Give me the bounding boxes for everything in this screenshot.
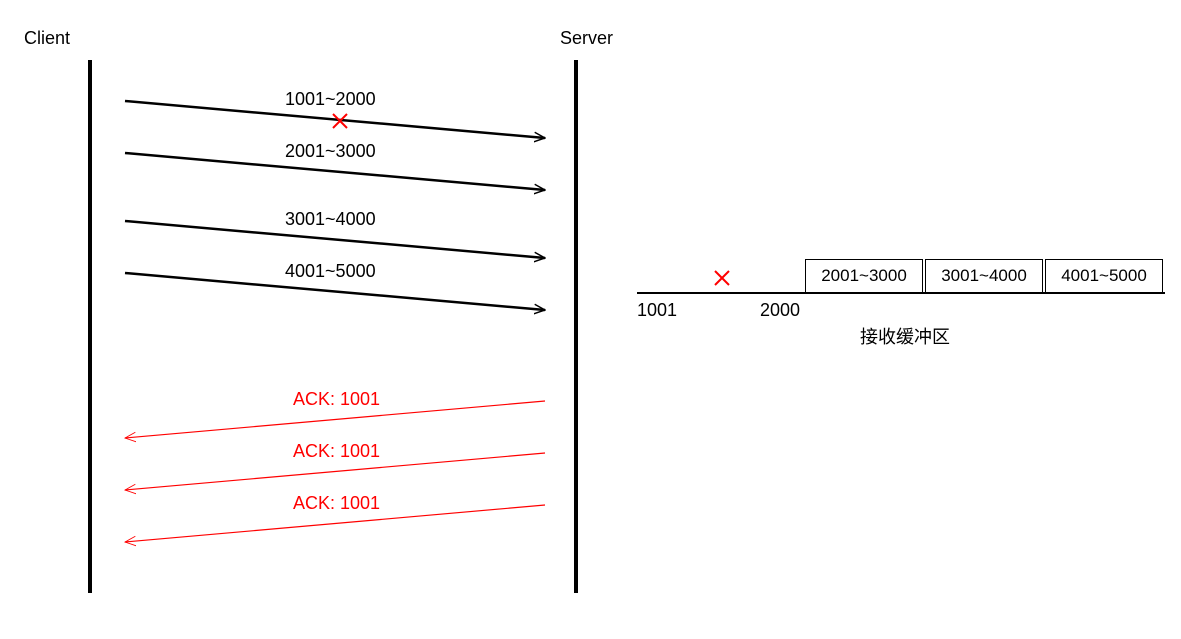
data-arrow-label: 1001~2000: [285, 89, 376, 110]
server-label: Server: [560, 28, 613, 49]
buffer-cell: 3001~4000: [925, 259, 1043, 293]
buffer-cell: 2001~3000: [805, 259, 923, 293]
data-arrow-label: 2001~3000: [285, 141, 376, 162]
buffer-tick-label: 1001: [637, 300, 677, 321]
ack-arrow-label: ACK: 1001: [293, 389, 380, 410]
ack-arrow-label: ACK: 1001: [293, 441, 380, 462]
diagram-svg: [0, 0, 1181, 639]
buffer-tick-label: 2000: [760, 300, 800, 321]
data-arrow-label: 3001~4000: [285, 209, 376, 230]
data-arrow-label: 4001~5000: [285, 261, 376, 282]
buffer-cell: 4001~5000: [1045, 259, 1163, 293]
buffer-title: 接收缓冲区: [860, 323, 950, 349]
ack-arrow-label: ACK: 1001: [293, 493, 380, 514]
client-label: Client: [24, 28, 70, 49]
